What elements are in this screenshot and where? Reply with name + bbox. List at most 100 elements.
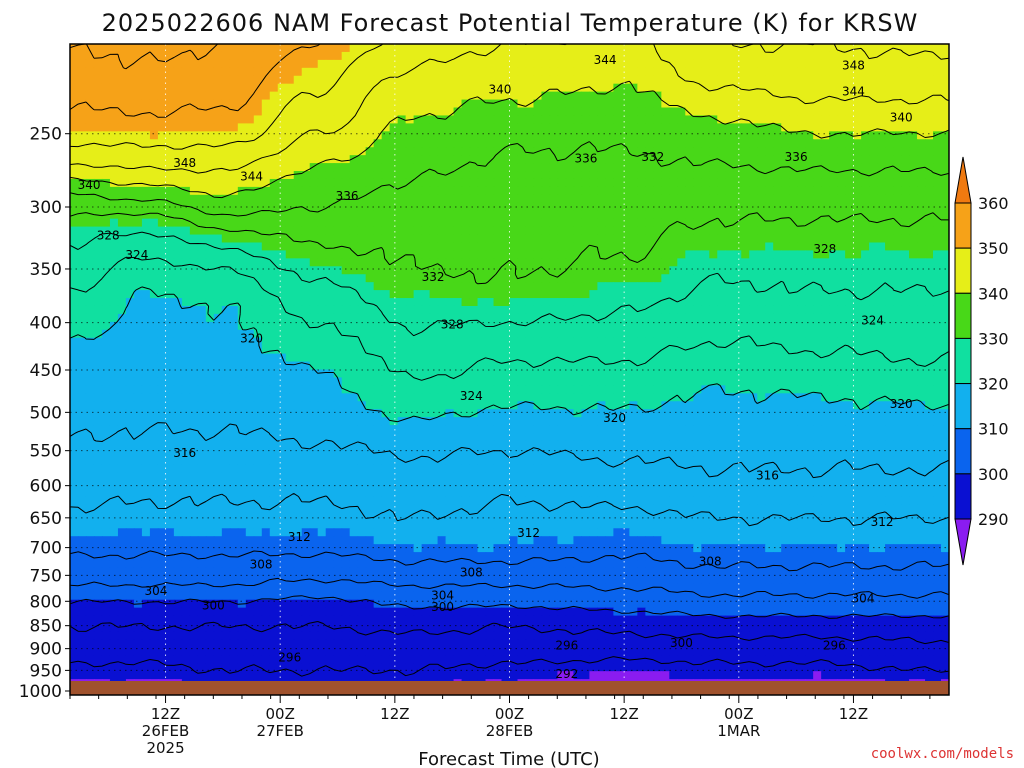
fill-cell <box>725 99 734 109</box>
fill-cell <box>229 361 239 371</box>
fill-cell <box>501 163 511 172</box>
fill-cell <box>197 147 207 156</box>
fill-cell <box>373 274 383 283</box>
fill-cell <box>477 345 487 355</box>
fill-cell <box>309 51 319 61</box>
fill-cell <box>469 361 479 371</box>
fill-cell <box>373 178 383 188</box>
fill-cell <box>893 107 902 117</box>
fill-cell <box>893 369 902 379</box>
fill-cell <box>741 353 750 363</box>
fill-cell <box>85 75 95 85</box>
fill-cell <box>797 75 806 85</box>
fill-cell <box>533 178 543 188</box>
fill-cell <box>325 59 335 69</box>
fill-cell <box>533 210 543 220</box>
fill-cell <box>677 163 686 172</box>
fill-cell <box>413 401 423 410</box>
fill-cell <box>733 83 742 93</box>
fill-cell <box>285 186 295 196</box>
fill-cell <box>109 186 119 196</box>
fill-cell <box>805 194 814 204</box>
fill-cell <box>213 385 223 394</box>
fill-cell <box>269 305 279 315</box>
fill-cell <box>197 131 207 140</box>
fill-cell <box>453 266 463 275</box>
fill-cell <box>805 298 814 307</box>
fill-cell <box>309 242 319 252</box>
fill-cell <box>557 51 567 61</box>
fill-cell <box>637 361 646 371</box>
fill-cell <box>613 313 622 323</box>
fill-cell <box>741 155 750 164</box>
fill-cell <box>365 234 375 244</box>
fill-cell <box>485 107 495 117</box>
fill-cell <box>325 401 335 410</box>
fill-cell <box>357 59 367 69</box>
fill-cell <box>397 51 407 61</box>
fill-cell <box>365 155 375 164</box>
fill-cell <box>517 163 527 172</box>
fill-cell <box>917 250 926 259</box>
fill-cell <box>501 131 511 140</box>
fill-cell <box>397 171 407 180</box>
fill-cell <box>805 99 814 109</box>
fill-cell <box>277 75 287 85</box>
fill-cell <box>917 67 926 77</box>
fill-cell <box>197 258 207 267</box>
fill-cell <box>869 59 878 69</box>
fill-cell <box>933 329 942 339</box>
fill-cell <box>85 234 95 244</box>
fill-cell <box>813 345 822 355</box>
fill-cell <box>861 226 870 236</box>
fill-cell <box>557 75 567 85</box>
fill-cell <box>861 345 870 355</box>
fill-cell <box>725 282 734 291</box>
fill-cell <box>805 75 814 85</box>
fill-cell <box>85 67 95 77</box>
fill-cell <box>269 107 279 117</box>
fill-cell <box>245 305 255 315</box>
fill-cell <box>93 139 103 148</box>
fill-cell <box>309 115 319 124</box>
fill-cell <box>789 266 798 275</box>
fill-cell <box>421 163 431 172</box>
fill-cell <box>125 186 135 196</box>
fill-cell <box>101 298 111 307</box>
fill-cell <box>109 123 119 132</box>
fill-cell <box>165 345 175 355</box>
fill-cell <box>341 290 351 299</box>
fill-cell <box>325 361 335 371</box>
fill-cell <box>509 83 519 93</box>
fill-cell <box>597 361 606 371</box>
fill-cell <box>93 353 103 363</box>
fill-cell <box>789 155 798 164</box>
fill-cell <box>77 171 87 180</box>
fill-cell <box>645 194 654 204</box>
fill-cell <box>237 258 247 267</box>
fill-cell <box>933 369 942 379</box>
fill-cell <box>805 51 814 61</box>
fill-cell <box>157 171 167 180</box>
fill-cell <box>461 123 471 132</box>
fill-cell <box>261 313 271 323</box>
fill-cell <box>709 242 718 252</box>
fill-cell <box>93 115 103 124</box>
fill-cell <box>70 139 79 148</box>
fill-cell <box>845 298 854 307</box>
fill-cell <box>589 51 598 61</box>
fill-cell <box>133 218 143 228</box>
fill-cell <box>397 226 407 236</box>
fill-cell <box>741 178 750 188</box>
fill-cell <box>213 377 223 386</box>
fill-cell <box>349 139 359 148</box>
fill-cell <box>301 107 311 117</box>
fill-cell <box>429 258 439 267</box>
fill-cell <box>749 234 758 244</box>
fill-cell <box>261 298 271 307</box>
fill-cell <box>517 234 527 244</box>
fill-cell <box>325 123 335 132</box>
fill-cell <box>845 313 854 323</box>
fill-cell <box>669 242 678 252</box>
fill-cell <box>917 107 926 117</box>
